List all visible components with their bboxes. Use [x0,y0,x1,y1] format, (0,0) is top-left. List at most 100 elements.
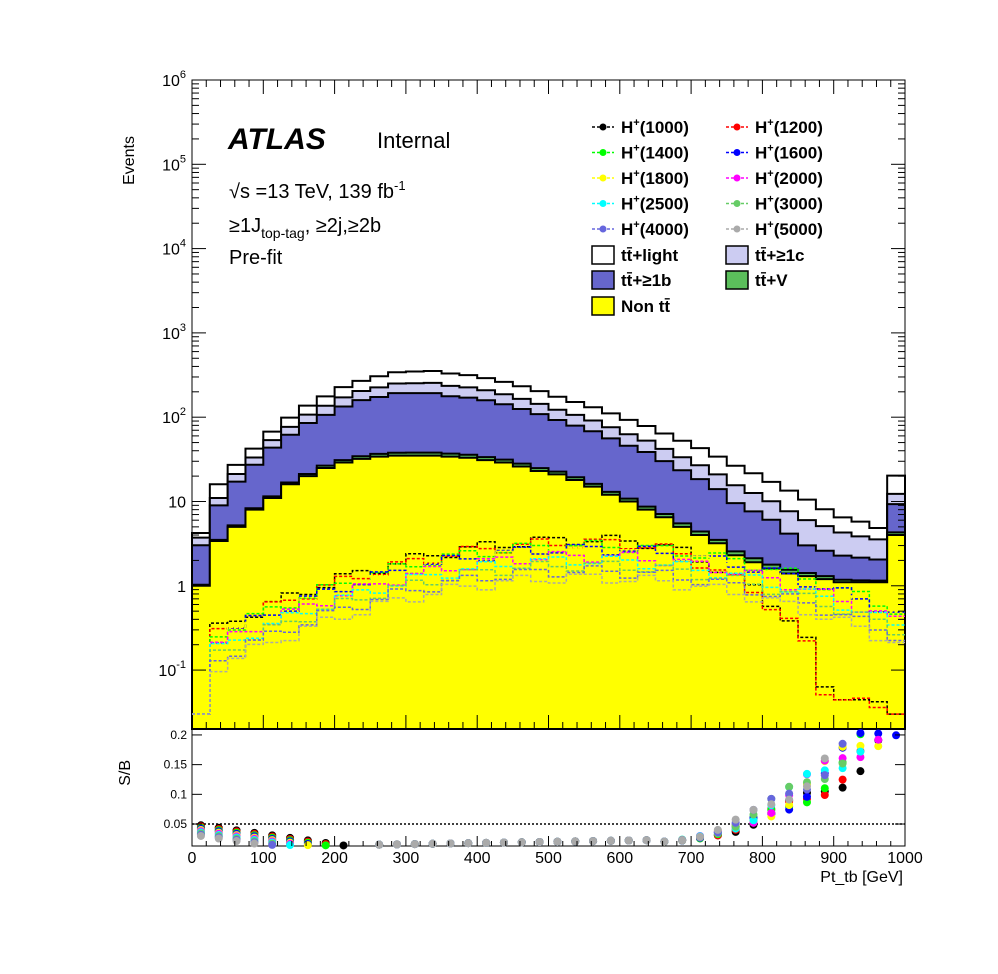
x-tick-label: 700 [678,850,705,867]
signal-9-line [192,573,905,715]
ratio-point-9-18 [517,838,526,847]
legend-bkg-box [591,296,615,316]
ratio-y-tick-label: 0.05 [164,817,188,831]
ratio-point-9-20 [553,837,562,846]
legend-signal-label: H+(1400) [621,143,689,163]
x-axis-label: Pt_tb [GeV] [820,869,903,886]
region-label: ≥1Jtop-tag, ≥2j,≥2b [229,215,381,241]
legend-bkg-label: Non tt̄ [621,297,670,316]
legend-signal-marker [733,174,741,182]
ratio-point-9-22 [589,837,598,846]
x-tick-label: 1000 [887,850,923,867]
signal-5-line [192,550,905,715]
legend-signal-marker [733,225,741,233]
ratio-point-9-23 [606,836,615,845]
ratio-point-2-34 [802,798,811,807]
legend-bkg-box [725,270,749,290]
legend-signal-label: H+(4000) [621,219,689,239]
ratio-point-9-21 [571,837,580,846]
legend-signal-marker [599,174,607,182]
ratio-point-0-8 [339,841,348,850]
legend-signal-marker [599,149,607,156]
ratio-point-9-3 [250,839,259,848]
legend-bkg-label: tt̄+light [621,246,678,265]
x-tick-label: 0 [188,850,197,867]
ratio-point-9-29 [713,825,722,834]
ratio-point-9-35 [820,754,829,763]
energy-label: √s =13 TeV, 139 fb-1 [229,178,406,203]
ratio-point-9-34 [802,782,811,791]
ratio-y-tick-label: 0.2 [170,728,187,742]
x-tick-label: 600 [606,850,633,867]
ratio-point-5-32 [767,808,776,817]
ratio-point-9-1 [214,834,223,843]
legend-signal-marker [599,200,607,207]
signal-7-line [192,560,905,715]
ratio-point-9-17 [499,838,508,847]
ratio-point-1-35 [820,790,829,799]
ratio-point-9-12 [410,840,419,849]
ratio-point-2-35 [820,784,829,793]
legend-signal-marker [599,225,607,233]
fit-label: Pre-fit [229,247,283,269]
y-tick-label: 1 [177,579,186,596]
ratio-point-9-14 [446,839,455,848]
ratio-point-5-38 [874,735,883,744]
ratio-point-7-33 [785,782,794,791]
legend-bkg-box [725,245,749,265]
ratio-point-9-31 [749,805,758,814]
ratio-point-1-36 [838,775,847,784]
ratio-point-8-36 [838,739,847,748]
legend-bkg-box [591,270,615,290]
y-axis-label-main: Events [121,136,138,185]
legend-signal-marker [733,149,741,156]
ratio-point-9-2 [232,837,241,846]
y-tick-label: 105 [162,153,186,174]
ratio-point-7-36 [838,759,847,768]
x-tick-label: 400 [464,850,491,867]
ratio-point-4-33 [785,801,794,810]
x-tick-label: 800 [749,850,776,867]
ratio-point-6-34 [802,769,811,778]
ratio-point-3-37 [856,729,865,738]
legend-signal-marker [733,123,741,131]
ratio-panel-frame [191,728,906,847]
legend-bkg-label: tt̄+≥1c [755,246,805,265]
ratio-point-9-11 [392,840,401,849]
legend-signal-marker [599,123,607,131]
ratio-y-tick-label: 0.1 [170,787,187,801]
legend-signal-label: H+(1200) [755,117,823,137]
ratio-point-4-6 [303,841,312,850]
ratio-point-4-37 [856,741,865,750]
legend-bkg-label: tt̄+≥1b [621,271,671,290]
ratio-point-9-32 [767,800,776,809]
ratio-point-2-7 [321,841,330,850]
ratio-point-9-19 [535,837,544,846]
ratio-point-0-37 [856,767,865,776]
ratio-point-9-16 [482,838,491,847]
x-tick-label: 100 [250,850,277,867]
y-tick-label: 106 [162,69,186,90]
y-tick-label: 10-1 [158,659,186,680]
ratio-point-9-0 [196,831,205,840]
ratio-point-9-15 [464,839,473,848]
ratio-point-9-28 [696,832,705,841]
ratio-point-6-31 [749,816,758,825]
legend-signal-label: H+(2500) [621,194,689,214]
y-tick-label: 104 [162,238,186,259]
ratio-point-9-26 [660,837,669,846]
legend-signal-label: H+(5000) [755,219,823,239]
atlas-label: ATLAS [227,123,326,156]
ratio-point-8-35 [820,771,829,780]
y-tick-label: 10 [168,494,186,511]
ratio-point-9-33 [785,795,794,804]
legend-signal-label: H+(2000) [755,168,823,188]
ratio-point-6-37 [856,747,865,756]
ratio-point-8-4 [268,840,277,849]
y-tick-label: 103 [162,322,186,343]
ratio-layer [192,729,905,850]
legend-signal-label: H+(1000) [621,117,689,137]
legend-signal-label: H+(3000) [755,194,823,214]
legend-signal-marker [733,200,741,207]
